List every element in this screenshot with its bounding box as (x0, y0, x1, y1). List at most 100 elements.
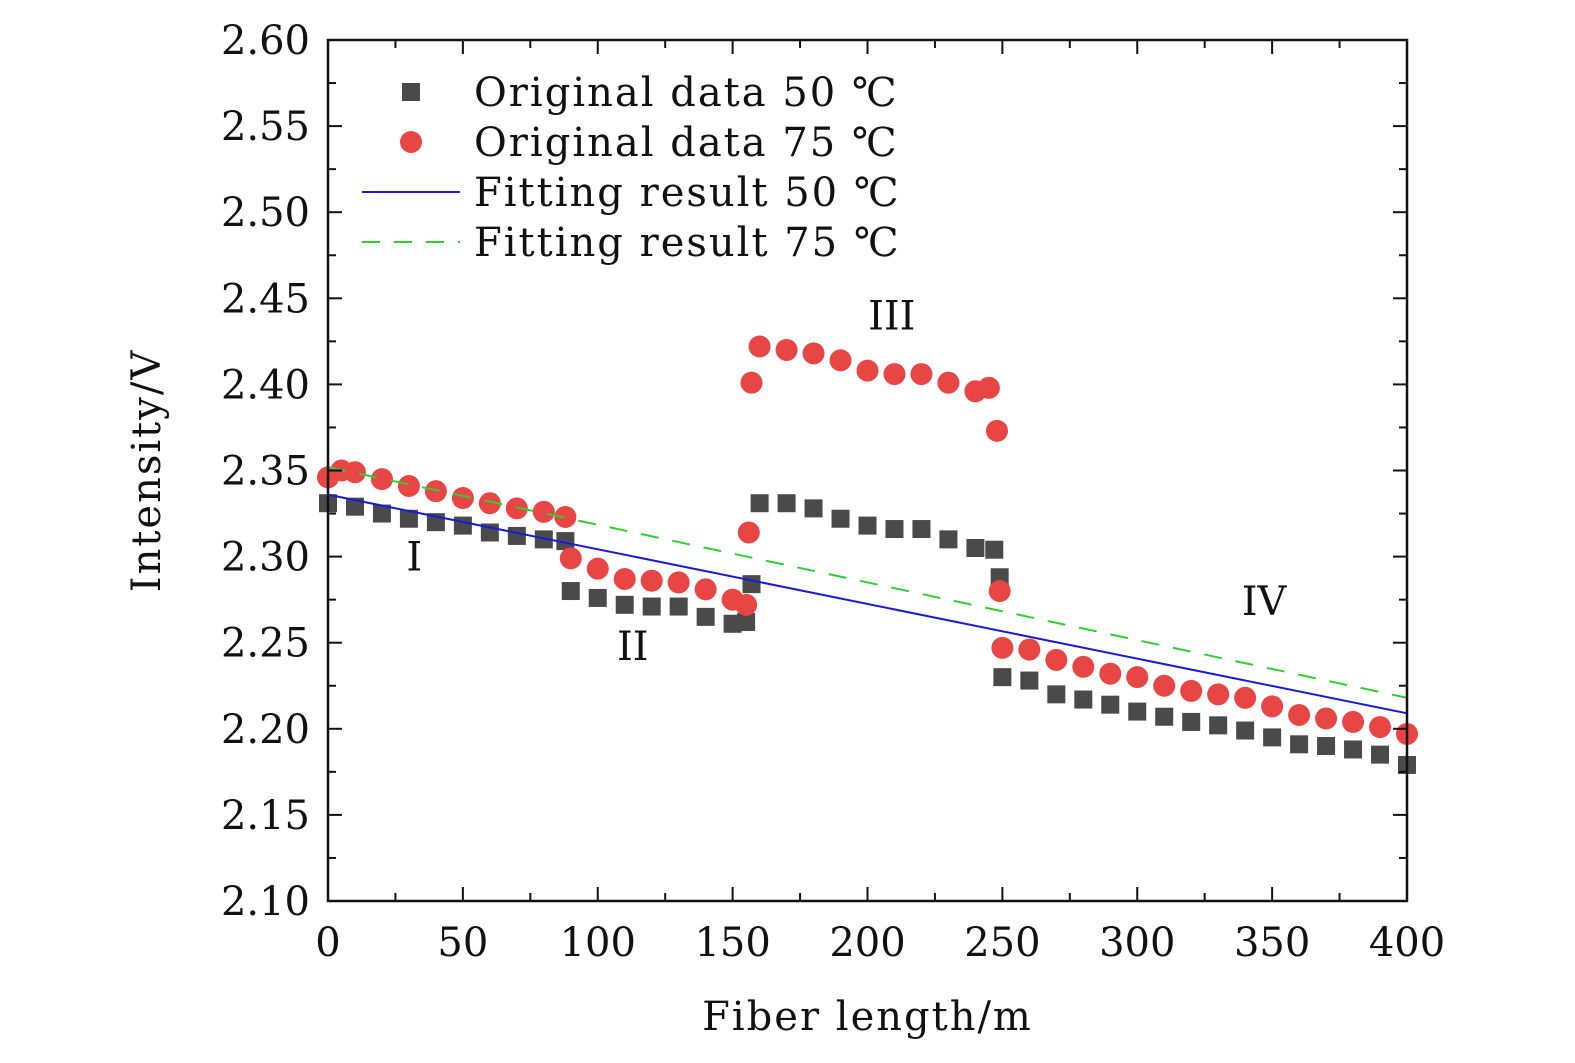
y-tick-label: 2.55 (221, 104, 310, 150)
data-point-75c (802, 342, 825, 365)
data-point-75c (694, 578, 717, 601)
data-point-50c (1344, 740, 1363, 759)
data-point-50c (939, 530, 958, 549)
data-point-75c (1234, 686, 1257, 709)
x-tick-label: 400 (1369, 920, 1445, 966)
data-point-50c (742, 575, 761, 594)
data-point-75c (1288, 704, 1311, 727)
y-tick-label: 2.30 (221, 535, 310, 581)
x-axis-title: Fiber length/m (702, 994, 1033, 1040)
data-point-75c (829, 349, 852, 372)
y-tick-label: 2.20 (221, 707, 310, 753)
data-point-50c (1020, 671, 1039, 690)
data-point-50c (912, 520, 931, 539)
data-point-75c (586, 557, 609, 580)
legend-label: Original data 50 ℃ (474, 70, 899, 116)
fit-line-50c (327, 493, 1408, 715)
data-point-75c (748, 335, 771, 358)
data-point-75c (1261, 695, 1284, 718)
data-point-50c (777, 494, 796, 513)
data-point-75c (554, 505, 577, 528)
x-tick-label: 100 (560, 920, 636, 966)
data-point-50c (1182, 712, 1201, 731)
x-tick-label: 350 (1234, 920, 1310, 966)
data-point-50c (1101, 695, 1120, 714)
data-point-75c (559, 547, 582, 570)
data-point-75c (451, 487, 474, 510)
x-tick-label: 0 (315, 920, 340, 966)
region-label: II (617, 624, 649, 670)
data-point-75c (740, 371, 763, 394)
y-tick-label: 2.35 (221, 449, 310, 495)
region-label: I (406, 534, 422, 580)
data-point-50c (1155, 707, 1174, 726)
x-tick-label: 300 (1099, 920, 1175, 966)
data-point-50c (737, 613, 756, 632)
data-point-75c (1126, 666, 1149, 689)
data-point-75c (856, 359, 879, 382)
legend-marker-square (402, 83, 420, 101)
data-point-50c (588, 588, 607, 607)
data-point-50c (669, 597, 688, 616)
data-point-50c (453, 516, 472, 535)
legend-label: Original data 75 ℃ (474, 120, 899, 166)
data-point-50c (615, 595, 634, 614)
data-point-75c (1153, 674, 1176, 697)
data-point-75c (735, 593, 758, 616)
data-point-75c (532, 500, 555, 523)
data-point-75c (478, 492, 501, 515)
x-tick-label: 250 (964, 920, 1040, 966)
data-point-50c (966, 538, 985, 557)
y-axis-title: Intensity/V (124, 349, 170, 592)
data-point-50c (858, 516, 877, 535)
data-point-50c (1371, 745, 1390, 764)
y-tick-label: 2.45 (221, 276, 310, 322)
fit-line-75c (327, 466, 1408, 699)
data-point-75c (1315, 707, 1338, 730)
data-point-50c (1209, 716, 1228, 735)
data-point-50c (556, 532, 575, 551)
data-point-50c (750, 494, 769, 513)
data-point-75c (343, 461, 366, 484)
data-point-50c (399, 509, 418, 528)
data-point-75c (775, 338, 798, 361)
region-label: III (868, 293, 915, 339)
x-tick-label: 50 (437, 920, 488, 966)
data-point-50c (1290, 735, 1309, 754)
data-point-50c (696, 607, 715, 626)
data-point-50c (1236, 721, 1255, 740)
data-point-75c (988, 580, 1011, 603)
data-point-75c (1342, 710, 1365, 733)
data-point-50c (831, 509, 850, 528)
y-tick-label: 2.10 (221, 879, 310, 925)
data-point-75c (1369, 716, 1392, 739)
data-point-50c (1128, 702, 1147, 721)
data-point-50c (1074, 690, 1093, 709)
legend-label: Fitting result 75 ℃ (474, 220, 901, 266)
data-point-75c (640, 569, 663, 592)
data-point-50c (1317, 737, 1336, 756)
axis-ticks: 0 50 100 150 200 250 300 350 400 2.10 2.15 2.20 2.25… (221, 18, 1445, 966)
legend-marker-circle (400, 131, 422, 153)
y-tick-label: 2.15 (221, 793, 310, 839)
data-point-75c (667, 571, 690, 594)
data-point-75c (397, 474, 420, 497)
data-point-50c (985, 540, 1004, 559)
y-tick-label: 2.40 (221, 362, 310, 408)
data-point-50c (507, 526, 526, 545)
data-point-75c (1099, 662, 1122, 685)
data-point-50c (993, 668, 1012, 687)
data-point-50c (1047, 685, 1066, 704)
data-point-75c (613, 567, 636, 590)
y-tick-label: 2.60 (221, 18, 310, 64)
y-tick-label: 2.50 (221, 190, 310, 236)
data-point-75c (1072, 655, 1095, 678)
data-point-50c (885, 520, 904, 539)
data-point-50c (1263, 728, 1282, 747)
y-tick-label: 2.25 (221, 621, 310, 667)
data-point-75c (991, 636, 1014, 659)
x-tick-label: 150 (694, 920, 770, 966)
data-point-75c (424, 480, 447, 503)
